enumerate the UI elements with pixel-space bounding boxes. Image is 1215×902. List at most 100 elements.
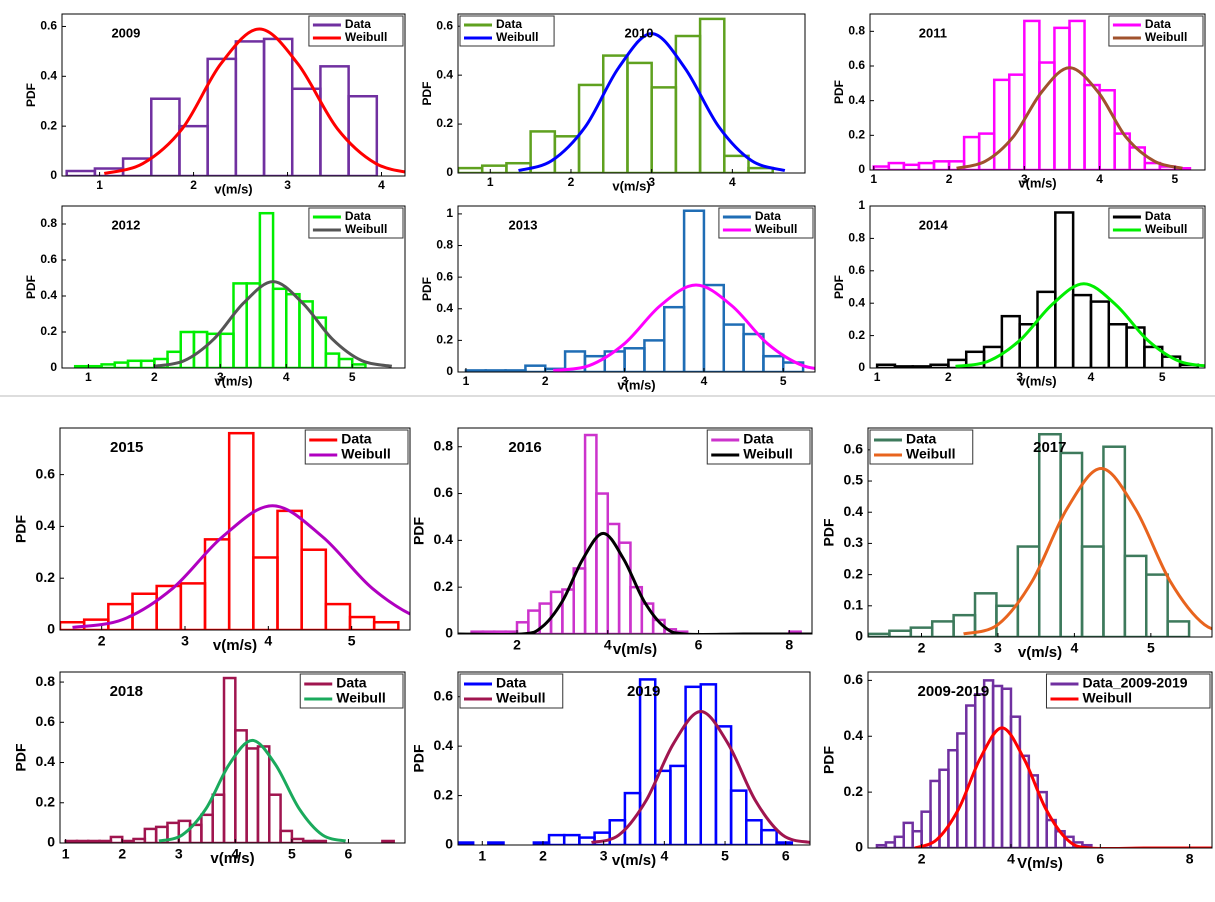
legend-box: [308, 15, 404, 47]
y-tick-label: 1: [446, 206, 453, 220]
y-tick-label: 0: [858, 360, 865, 374]
y-tick-label: 0.6: [434, 687, 454, 703]
y-tick-label: 0.2: [436, 116, 453, 130]
y-axis-label: PDF: [24, 275, 38, 299]
legend-label: Data: [1145, 209, 1171, 223]
y-tick-label: 0.2: [434, 578, 454, 594]
x-tick-label: 2: [945, 370, 952, 384]
panel-title: 2019: [627, 683, 660, 700]
axes-frame: [869, 13, 1206, 171]
legend-label: Weibull: [336, 690, 386, 706]
y-tick-label: 0.6: [848, 58, 865, 72]
y-tick-label: 0: [50, 168, 57, 182]
y-tick-label: 0.2: [434, 786, 454, 802]
y-tick-label: 0.3: [844, 534, 864, 550]
legend-label: Data: [906, 431, 937, 447]
subplot: 0 0.2 0.4 0.6 0.8 1 2 3 4 5 v(m/s) PDF 2011 DataWeibu…: [832, 13, 1206, 190]
y-axis-label: PDF: [832, 275, 846, 299]
legend-label: Weibull: [755, 222, 797, 236]
y-tick-label: 0.8: [36, 673, 56, 689]
bar: [1054, 211, 1075, 368]
y-tick-label: 0.6: [36, 713, 56, 729]
x-tick-label: 2: [118, 846, 126, 862]
x-tick-label: 4: [283, 370, 290, 384]
y-axis-label: PDF: [13, 743, 29, 771]
x-tick-label: 3: [621, 374, 628, 388]
legend-label: Data_2009-2019: [1082, 675, 1187, 691]
plot-area: [458, 17, 786, 173]
x-axis-label: v(m/s): [612, 178, 650, 193]
axes-frame: [457, 205, 816, 373]
y-tick-label: 0: [50, 360, 57, 374]
legend-box: [1045, 673, 1211, 709]
y-tick-label: 0.4: [40, 68, 57, 82]
subplot: 0 0.1 0.2 0.3 0.4 0.5 0.6 2 3 4 5 v(m/s) PDF 2017 Data…: [821, 427, 1213, 661]
x-tick-label: 1: [463, 374, 470, 388]
weibull-curve: [914, 726, 1212, 848]
bar: [1102, 445, 1127, 637]
legend-box: [869, 429, 974, 465]
y-axis-label: PDF: [411, 744, 427, 772]
axes-frame: [59, 671, 406, 844]
panel-title: 2016: [508, 439, 541, 456]
panel-title: 2009: [111, 25, 140, 40]
legend-label: Data: [1145, 17, 1171, 31]
x-tick-label: 3: [175, 846, 183, 862]
y-tick-label: 0.6: [844, 671, 864, 687]
x-tick-label: 2: [918, 851, 926, 867]
legend-box: [459, 673, 564, 709]
legend-box: [299, 673, 404, 709]
legend-label: Data: [345, 17, 371, 31]
legend-box: [1108, 15, 1204, 47]
legend-label: Data: [743, 431, 774, 447]
y-tick-label: 0.1: [844, 597, 864, 613]
y-tick-label: 0.5: [844, 472, 864, 488]
y-tick-label: 0.6: [436, 18, 453, 32]
bar: [760, 828, 778, 845]
y-tick-label: 0: [446, 165, 453, 179]
axes-frame: [457, 427, 813, 635]
x-tick-label: 2: [539, 848, 547, 864]
bar: [372, 620, 400, 630]
y-tick-label: 0.4: [36, 753, 56, 769]
y-tick-label: 0: [47, 834, 55, 850]
x-tick-label: 3: [217, 370, 224, 384]
y-axis-label: PDF: [411, 517, 427, 545]
legend-box: [718, 207, 814, 239]
y-tick-label: 0: [445, 836, 453, 852]
y-tick-label: 0.2: [40, 118, 57, 132]
bar: [300, 548, 328, 630]
y-tick-label: 0.2: [848, 328, 865, 342]
plot-area: [875, 679, 1212, 848]
x-tick-label: 4: [378, 178, 385, 192]
y-axis-label: PDF: [821, 746, 837, 774]
y-tick-label: 0.2: [844, 783, 864, 799]
y-tick-label: 0.6: [848, 263, 865, 277]
bar: [1166, 620, 1191, 637]
y-axis-label: PDF: [832, 80, 846, 104]
y-tick-label: 0: [47, 621, 55, 637]
legend-label: Weibull: [1082, 690, 1132, 706]
panel-title: 2017: [1033, 439, 1066, 456]
legend-label: Weibull: [345, 222, 387, 236]
x-tick-label: 3: [1021, 172, 1028, 186]
y-tick-label: 0: [858, 162, 865, 176]
subplot: 0 0.2 0.4 0.6 0.8 1 1 2 3 4 5 v(m/s) PDF 2014 DataWeib…: [832, 198, 1206, 388]
y-tick-label: 0.6: [40, 19, 57, 33]
y-tick-label: 0: [855, 839, 863, 855]
legend-label: Weibull: [743, 446, 793, 462]
y-tick-label: 0.4: [848, 295, 865, 309]
bar: [1145, 573, 1169, 637]
panel-title: 2018: [110, 683, 143, 700]
y-tick-label: 0.2: [40, 324, 57, 338]
plot-area: [73, 211, 393, 368]
bar: [747, 166, 774, 173]
